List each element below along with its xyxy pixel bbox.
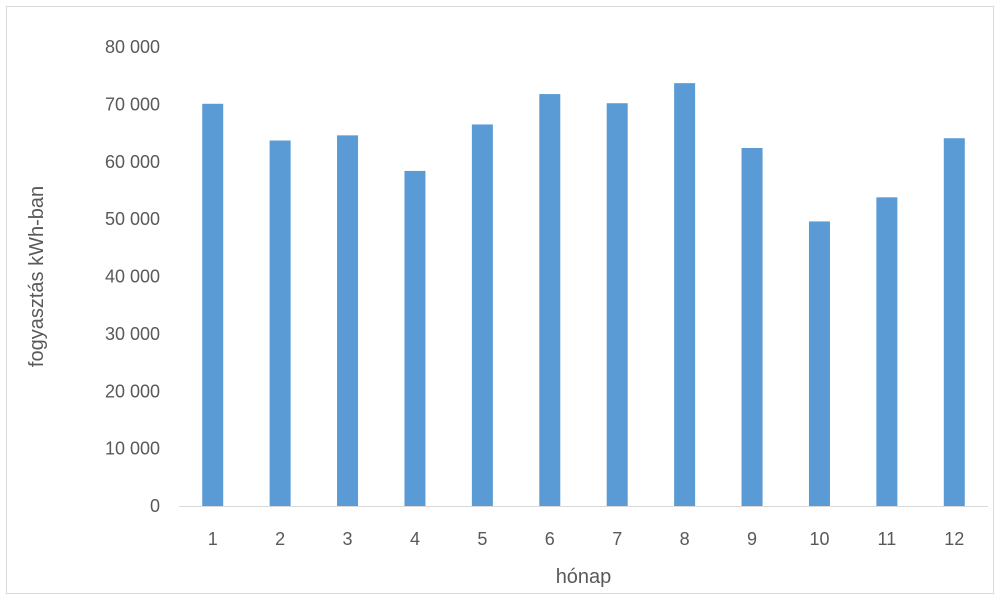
y-tick-label: 0 — [150, 496, 160, 516]
y-axis-ticks: 0 10 000 20 000 30 000 40 000 50 000 60 000 70 … — [105, 37, 160, 516]
y-tick-label: 10 000 — [105, 439, 160, 459]
bar — [202, 103, 224, 507]
y-tick-label: 20 000 — [105, 381, 160, 401]
bar — [808, 221, 830, 507]
x-tick-label: 4 — [410, 529, 420, 549]
x-tick-label: 8 — [680, 529, 690, 549]
x-tick-label: 1 — [208, 529, 218, 549]
bar — [606, 103, 628, 506]
bar — [674, 83, 696, 507]
x-tick-label: 2 — [275, 529, 285, 549]
bar — [943, 138, 965, 506]
bar-series — [202, 83, 965, 507]
bar — [876, 197, 898, 506]
x-tick-label: 7 — [612, 529, 622, 549]
y-tick-label: 60 000 — [105, 152, 160, 172]
x-axis-ticks: 1 2 3 4 5 6 7 8 9 10 11 12 — [208, 529, 965, 549]
x-tick-label: 12 — [944, 529, 964, 549]
y-tick-label: 70 000 — [105, 94, 160, 114]
y-tick-label: 30 000 — [105, 324, 160, 344]
x-tick-label: 11 — [878, 529, 897, 549]
x-axis-title: hónap — [556, 566, 612, 588]
bar — [471, 124, 493, 507]
x-tick-label: 5 — [477, 529, 487, 549]
y-tick-label: 50 000 — [105, 209, 160, 229]
x-tick-label: 6 — [545, 529, 555, 549]
x-tick-label: 9 — [747, 529, 757, 549]
bar — [269, 140, 291, 507]
bar — [741, 147, 763, 507]
bar — [337, 135, 359, 507]
bar — [404, 170, 426, 506]
x-tick-label: 3 — [343, 529, 353, 549]
y-tick-label: 40 000 — [105, 267, 160, 287]
y-tick-label: 80 000 — [105, 37, 160, 57]
x-tick-label: 10 — [809, 529, 829, 549]
bar — [539, 94, 561, 507]
y-axis-title: fogyasztás kWh-ban — [26, 186, 48, 367]
